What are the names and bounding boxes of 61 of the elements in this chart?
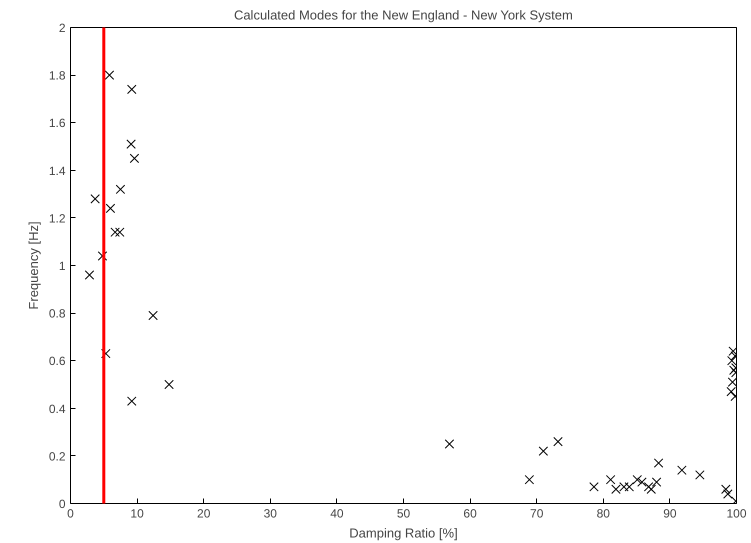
y-tick-label: 1.2 — [48, 211, 66, 226]
y-tick-label: 1.8 — [48, 68, 66, 83]
y-tick-label: 2 — [58, 21, 66, 35]
x-tick-label: 80 — [596, 506, 610, 520]
x-tick-label: 10 — [130, 506, 144, 520]
point — [164, 380, 174, 390]
x-tick-label: 40 — [330, 506, 344, 520]
y-tick-label: 0.2 — [48, 449, 66, 464]
x-tick-label: 90 — [663, 506, 677, 520]
point — [632, 474, 642, 484]
point — [723, 489, 733, 499]
point — [90, 194, 100, 204]
point — [524, 474, 534, 484]
x-tick-label: 20 — [197, 506, 211, 520]
y-axis-title: Frequency [Hz] — [26, 221, 41, 310]
point — [652, 477, 662, 487]
y-tick-label: 0.4 — [48, 402, 66, 416]
x-tick-label: 0 — [67, 506, 74, 520]
point — [695, 470, 705, 480]
point — [126, 139, 136, 149]
point — [110, 227, 120, 237]
point — [98, 251, 108, 261]
point — [127, 84, 137, 94]
point — [654, 458, 664, 468]
point — [589, 482, 599, 492]
x-tick-label: 100 — [726, 506, 747, 520]
point — [728, 377, 736, 387]
point — [130, 154, 140, 164]
point — [106, 204, 116, 214]
point — [644, 482, 654, 492]
x-tick-label: 30 — [264, 506, 278, 520]
point — [116, 184, 126, 194]
chart-title: Calculated Modes for the New England - New York System — [234, 8, 573, 22]
point — [84, 270, 94, 280]
x-tick-label: 60 — [463, 506, 478, 520]
y-tick-label: 1.6 — [48, 116, 66, 130]
point — [606, 474, 616, 484]
point — [127, 396, 137, 406]
y-tick-label: 1 — [58, 259, 66, 273]
point — [726, 386, 736, 396]
x-tick-label: 70 — [530, 506, 544, 520]
y-tick-label: 0.6 — [48, 354, 66, 368]
point — [115, 227, 125, 237]
point — [538, 446, 548, 456]
point — [646, 484, 656, 494]
x-axis-title: Damping Ratio [%] — [349, 526, 458, 540]
point — [727, 356, 736, 366]
y-tick-label: 0.8 — [48, 306, 66, 321]
point — [101, 348, 111, 358]
point — [624, 482, 634, 492]
point — [553, 436, 563, 446]
x-tick-label: 50 — [396, 506, 410, 520]
point — [637, 477, 647, 487]
y-tick-label: 0 — [58, 497, 66, 511]
point — [104, 70, 114, 80]
y-tick-label: 1.4 — [48, 164, 66, 178]
point — [148, 310, 158, 320]
point — [444, 439, 454, 449]
point — [677, 465, 687, 475]
point — [721, 484, 731, 494]
point — [728, 346, 736, 356]
